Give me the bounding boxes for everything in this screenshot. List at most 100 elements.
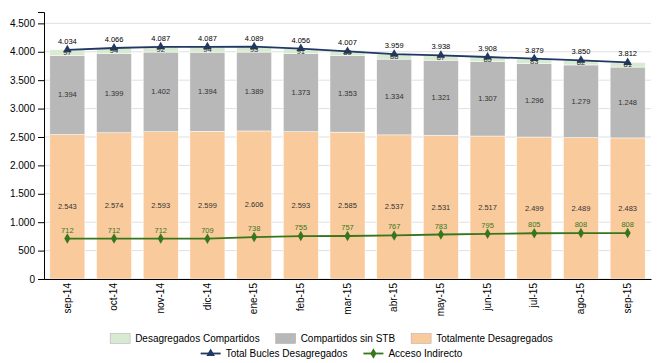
bar <box>237 52 272 131</box>
bar <box>330 132 365 279</box>
tick: 3.000 <box>10 103 44 114</box>
legend-item: Desagregados Compartidos <box>110 333 260 344</box>
legend-label: Acceso Indirecto <box>388 348 462 359</box>
tick: sep-15 <box>622 283 633 314</box>
marker <box>251 232 257 243</box>
data-label: 1.307 <box>478 94 497 103</box>
bar <box>377 59 412 135</box>
legend-item: Total Bucles Desagregados <box>201 348 348 359</box>
tick: sep-14 <box>62 283 73 314</box>
data-label: 3.879 <box>525 46 544 55</box>
data-label: 2.483 <box>618 204 637 213</box>
tick-mark <box>38 165 44 166</box>
bar <box>50 55 85 134</box>
tick: 1.000 <box>10 217 44 228</box>
tick-label: 2.500 <box>10 132 35 143</box>
legend-swatch <box>110 334 130 344</box>
tick-label: ene-15 <box>248 283 259 315</box>
tick: nov-14 <box>155 283 166 314</box>
data-label: 3.812 <box>618 49 637 58</box>
data-label: 87 <box>437 53 445 62</box>
data-label: 1.394 <box>58 90 77 99</box>
data-label: 1.373 <box>291 88 310 97</box>
data-label: 4.056 <box>291 36 310 45</box>
tick-label: 3.000 <box>10 103 35 114</box>
marker <box>578 228 584 239</box>
bar-series <box>50 47 645 67</box>
y-axis: 0 500 1.000 1.500 2.000 2.500 3.000 3.500 4.000 4… <box>10 13 45 285</box>
marker <box>344 231 350 242</box>
marker <box>391 230 397 241</box>
tick: 2.500 <box>10 132 44 143</box>
legend-item: Acceso Indirecto <box>363 348 462 359</box>
data-label: 2.499 <box>525 204 544 213</box>
bar <box>330 55 365 132</box>
tick-label: sep-14 <box>62 283 73 314</box>
data-label: 4.087 <box>151 34 170 43</box>
tick: 500 <box>18 245 44 256</box>
marker <box>204 233 210 244</box>
bar <box>50 135 85 279</box>
tick-mark <box>38 279 44 280</box>
tick-label: may-15 <box>435 283 446 317</box>
bar <box>143 52 178 132</box>
marker <box>111 233 117 244</box>
marker <box>485 229 491 240</box>
tick-label: 1.000 <box>10 217 35 228</box>
legend-label: Desagregados Compartidos <box>135 333 260 344</box>
bar <box>423 60 458 135</box>
tick-label: abr-15 <box>388 283 399 312</box>
marker <box>531 228 537 239</box>
tick: jul-15 <box>528 283 539 309</box>
tick-label: 0 <box>29 274 35 285</box>
bar <box>377 135 412 279</box>
data-label: 2.489 <box>572 204 591 213</box>
data-label: 89 <box>343 48 351 57</box>
bar <box>610 138 645 279</box>
tick: ene-15 <box>248 283 259 315</box>
data-label: 2.517 <box>478 203 497 212</box>
tick: 3.500 <box>10 75 44 86</box>
data-label: 1.321 <box>431 93 450 102</box>
data-label: 3.938 <box>431 42 450 51</box>
tick: 4.000 <box>10 46 44 57</box>
marker <box>158 233 164 244</box>
tick-label: ago-15 <box>575 283 586 315</box>
data-label: 808 <box>575 220 588 229</box>
data-label: 91 <box>297 47 305 56</box>
data-label: 2.606 <box>245 200 264 209</box>
legend-marker <box>370 348 376 359</box>
tick: 2.000 <box>10 160 44 171</box>
data-label: 4.087 <box>198 34 217 43</box>
tick: may-15 <box>435 283 446 317</box>
data-label: 4.007 <box>338 38 357 47</box>
data-label: 1.296 <box>525 96 544 105</box>
tick-label: 500 <box>18 245 35 256</box>
legend-row: Desagregados Compartidos Compartidos sin … <box>110 333 553 344</box>
data-label: 783 <box>435 222 448 231</box>
tick-mark <box>38 194 44 195</box>
tick-label: 2.000 <box>10 160 35 171</box>
bar-series <box>50 131 645 279</box>
data-label: 2.593 <box>151 201 170 210</box>
data-label: 82 <box>577 58 585 67</box>
data-label: 93 <box>250 45 258 54</box>
tick: oct-14 <box>108 283 119 311</box>
legend-row: Total Bucles Desagregados Acceso Indirect… <box>201 348 463 359</box>
tick-label: oct-14 <box>108 283 119 311</box>
bar <box>143 132 178 279</box>
legend-marker <box>206 349 215 356</box>
tick-label: 4.500 <box>10 18 35 29</box>
legend-item: Compartidos sin STB <box>276 333 396 344</box>
tick: 1.500 <box>10 188 44 199</box>
data-label: 3.959 <box>385 41 404 50</box>
legend-swatch <box>411 334 431 344</box>
bar <box>237 131 272 279</box>
marker <box>438 229 444 240</box>
tick: jun-15 <box>482 283 493 312</box>
bar <box>97 133 132 279</box>
data-label: 1.399 <box>105 89 124 98</box>
data-label: 2.585 <box>338 201 357 210</box>
data-label: 92 <box>157 45 165 54</box>
data-label: 1.334 <box>385 92 404 101</box>
